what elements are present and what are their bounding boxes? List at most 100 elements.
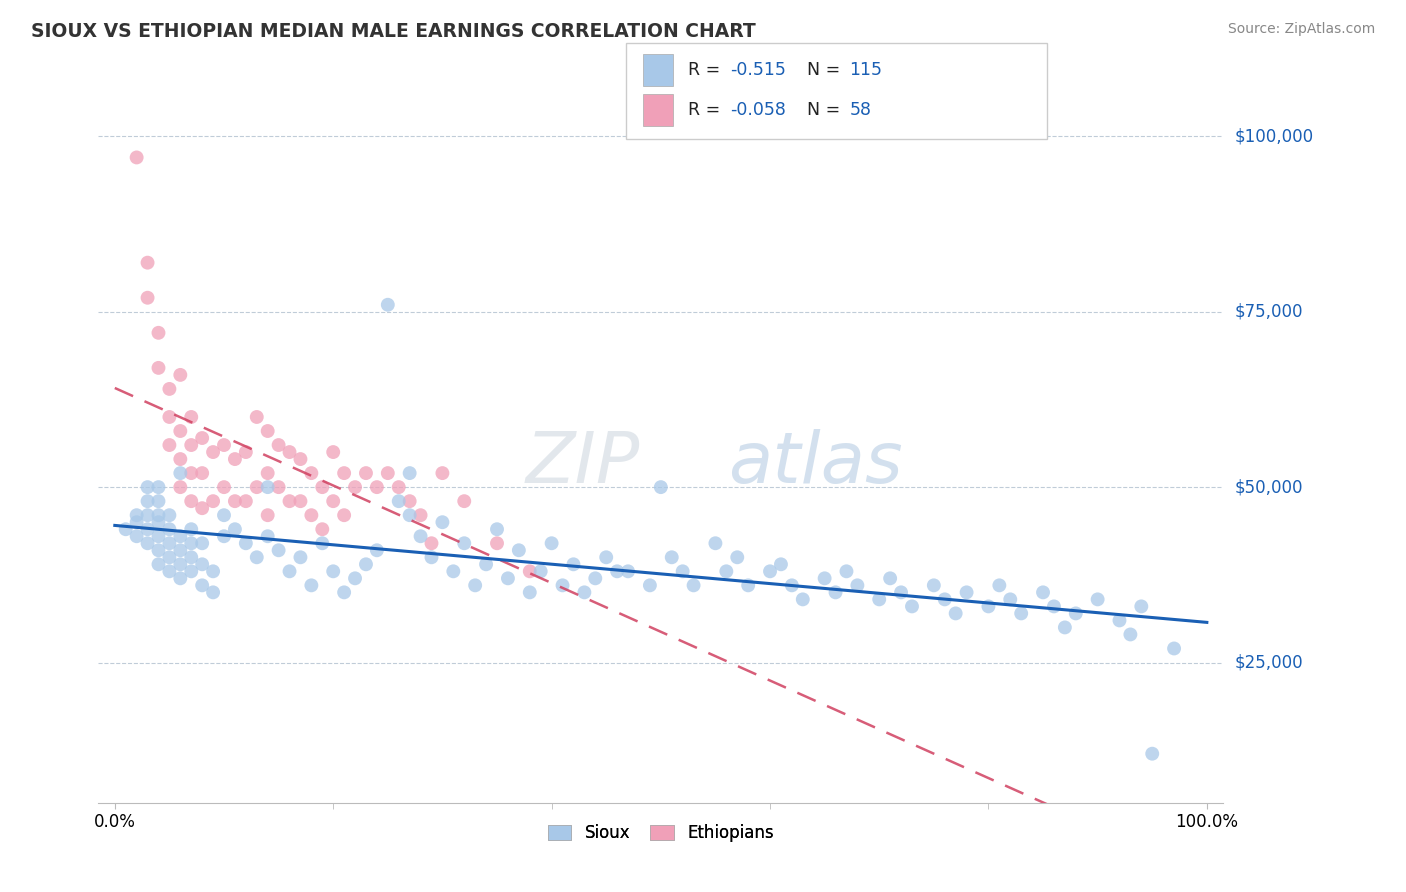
Point (650, 480, 672, 494)
Point (922, 578, 945, 592)
Point (148, 529, 170, 543)
Point (256, 508, 278, 523)
Point (136, 536, 159, 550)
Point (420, 536, 443, 550)
Point (354, 466, 377, 480)
Point (246, 409, 269, 424)
Point (388, 480, 411, 494)
Point (441, 564, 464, 578)
Point (246, 480, 269, 494)
Point (453, 494, 475, 508)
Point (311, 522, 333, 536)
Point (157, 522, 180, 536)
Point (409, 529, 432, 543)
Point (377, 298, 399, 312)
Point (157, 550, 180, 565)
Point (191, 466, 214, 480)
Point (955, 585, 977, 599)
Point (278, 564, 301, 578)
Point (1032, 585, 1054, 599)
Point (267, 438, 290, 452)
Point (901, 599, 924, 614)
Point (212, 508, 235, 523)
Point (868, 592, 890, 607)
Point (114, 522, 136, 536)
Point (157, 564, 180, 578)
Point (977, 599, 1000, 614)
Point (716, 564, 738, 578)
Point (157, 409, 180, 424)
Point (256, 480, 278, 494)
Point (420, 550, 443, 565)
Point (191, 578, 214, 592)
Point (814, 571, 837, 585)
Point (278, 445, 301, 459)
Point (290, 550, 312, 565)
Point (530, 564, 553, 578)
Point (169, 466, 191, 480)
Point (148, 515, 170, 529)
Point (409, 508, 432, 523)
Text: -0.058: -0.058 (730, 101, 786, 119)
Point (148, 360, 170, 375)
Point (157, 536, 180, 550)
Point (191, 431, 214, 445)
Point (606, 564, 628, 578)
Text: 115: 115 (849, 61, 882, 78)
Point (432, 466, 454, 480)
Point (148, 508, 170, 523)
Point (169, 558, 191, 572)
Point (322, 494, 344, 508)
Point (180, 536, 202, 550)
Text: atlas: atlas (728, 429, 903, 498)
Point (235, 494, 257, 508)
Point (344, 480, 367, 494)
Point (617, 564, 640, 578)
Point (125, 508, 148, 523)
Point (169, 543, 191, 558)
Point (235, 445, 257, 459)
Point (202, 494, 225, 508)
Point (574, 585, 596, 599)
Point (212, 529, 235, 543)
Point (148, 558, 170, 572)
Point (551, 578, 574, 592)
Point (299, 508, 322, 523)
Text: ZIP: ZIP (526, 429, 640, 498)
Point (769, 558, 792, 572)
Point (333, 508, 356, 523)
Point (256, 529, 278, 543)
Point (180, 564, 202, 578)
Point (191, 501, 214, 516)
Point (202, 445, 225, 459)
Point (311, 536, 333, 550)
Point (180, 438, 202, 452)
Point (125, 529, 148, 543)
Point (1130, 599, 1153, 614)
Point (246, 550, 269, 565)
Point (169, 571, 191, 585)
Point (311, 480, 333, 494)
Point (398, 466, 420, 480)
Point (136, 494, 159, 508)
Point (157, 382, 180, 396)
Point (540, 536, 562, 550)
Point (191, 558, 214, 572)
Point (519, 585, 541, 599)
Point (202, 564, 225, 578)
Point (485, 536, 508, 550)
Point (792, 592, 814, 607)
Point (485, 522, 508, 536)
Point (398, 494, 420, 508)
Point (475, 558, 498, 572)
Point (235, 536, 257, 550)
Point (148, 326, 170, 340)
Point (224, 494, 246, 508)
Point (299, 578, 322, 592)
Point (1043, 599, 1066, 614)
Point (1108, 614, 1130, 628)
Text: SIOUX VS ETHIOPIAN MEDIAN MALE EARNINGS CORRELATION CHART: SIOUX VS ETHIOPIAN MEDIAN MALE EARNINGS … (31, 22, 755, 41)
Point (224, 452, 246, 467)
Point (299, 466, 322, 480)
Point (682, 578, 704, 592)
